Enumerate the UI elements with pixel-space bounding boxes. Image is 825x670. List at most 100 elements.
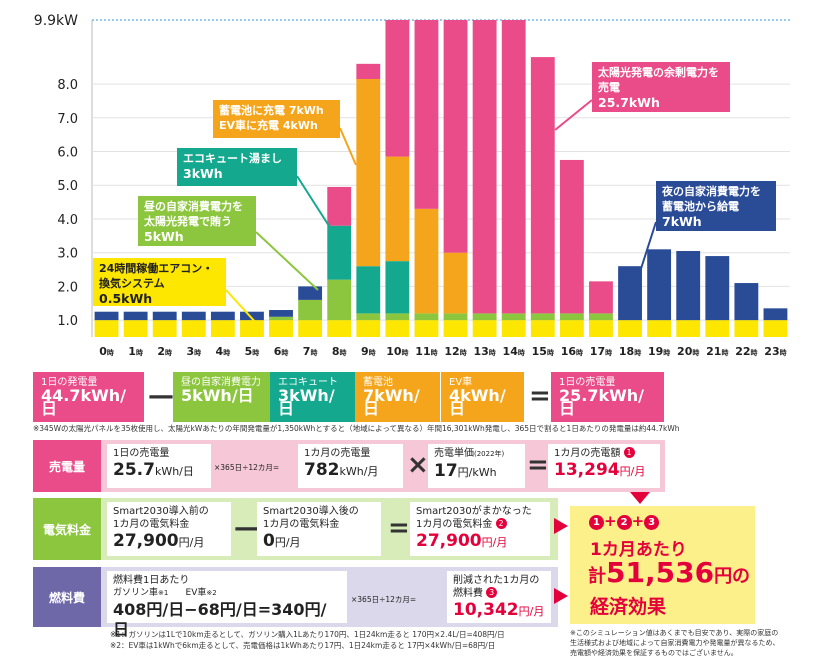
bar-segment <box>298 299 323 321</box>
eq-generation: 1日の発電量 44.7kWh/日 <box>33 372 144 422</box>
bar-segment <box>94 320 119 337</box>
callout-ecocute: エコキュート湯まし 3kWh <box>177 148 297 186</box>
bar-segment <box>414 313 439 321</box>
bar-segment <box>356 266 381 314</box>
bar-segment <box>123 320 148 337</box>
x-tick-label: 2時 <box>157 345 172 358</box>
y-tick-label: 2.0 <box>57 280 78 295</box>
bar-segment <box>559 159 584 314</box>
callout-night: 夜の自家消費電力を 蓄電池から給電 7kWh <box>656 181 776 231</box>
bar-segment <box>327 186 352 226</box>
x-tick-label: 7時 <box>303 345 318 358</box>
x-tick-label: 1時 <box>128 345 143 358</box>
sell-monthly-amount: 1カ月の売電額 1 13,294円/月 <box>548 444 660 488</box>
bar-segment <box>589 281 613 314</box>
eq-ev: EV車 4kWh/日 <box>440 372 524 422</box>
bar-segment <box>443 313 468 321</box>
bar-segment <box>152 320 177 337</box>
bar-segment <box>94 311 119 321</box>
bar-segment <box>385 20 410 157</box>
y-tick-label: 9.9kW <box>34 13 78 29</box>
y-tick-label: 8.0 <box>57 78 78 93</box>
bar-segment <box>443 320 468 337</box>
bar-segment <box>414 320 439 337</box>
x-tick-label: 15時 <box>532 345 554 358</box>
y-tick-label: 1.0 <box>57 314 78 329</box>
eq-battery: 蓄電池 7kWh/日 <box>355 372 440 422</box>
x-tick-label: 5時 <box>245 345 260 358</box>
elec-label: 電気料金 <box>33 498 101 560</box>
elec-covered: Smart2030がまかなった 1カ月の電気料金 2 27,900円/月 <box>410 502 550 556</box>
x-tick-label: 3時 <box>186 345 201 358</box>
sell-times: × <box>407 450 429 480</box>
y-tick-label: 4.0 <box>57 213 78 228</box>
y-tick-label: 3.0 <box>57 247 78 262</box>
x-tick-label: 4時 <box>216 345 231 358</box>
x-tick-label: 22時 <box>735 345 757 358</box>
result-arrows <box>554 518 568 604</box>
bar-segment <box>385 320 410 337</box>
sell-unit-price: 売電単価(2022年) 17円/kWh <box>428 444 525 488</box>
x-tick-label: 20時 <box>677 345 699 358</box>
fuel-note-1: ※1：ガソリンは1Lで10km走るとして、ガソリン購入1Lあたり170円、1日2… <box>110 630 505 639</box>
x-axis-ticks: 0時 1時 2時 3時 4時 5時 6時 7時 8時 9時 10時 11時 12時 13時 14時 15時 16… <box>99 345 786 358</box>
eq-equals: = <box>529 381 551 411</box>
bar-segment <box>530 57 555 314</box>
x-tick-label: 6時 <box>274 345 289 358</box>
bar-segment <box>385 261 410 314</box>
bar-segment <box>414 20 439 209</box>
x-tick-label: 21時 <box>706 345 728 358</box>
x-tick-label: 18時 <box>619 345 641 358</box>
bar-segment <box>414 208 439 314</box>
y-tick-label: 7.0 <box>57 112 78 127</box>
bar-segment <box>356 79 381 267</box>
bar-segment <box>210 311 235 321</box>
fuel-note-2: ※2：EV車は1kWhで6km走るとして、売電価格は1kWhあたり17円、1日2… <box>110 641 496 650</box>
sell-conversion: ×365日÷12カ月= <box>214 463 280 472</box>
bar-segment <box>356 63 381 80</box>
callout-daytime: 昼の自家消費電力を 太陽光発電で賄う 5kWh <box>138 196 256 246</box>
bar-segment <box>501 320 526 337</box>
bar-segment <box>676 251 701 321</box>
bar-segment <box>618 320 642 337</box>
bar-segment <box>647 249 672 321</box>
bar-segment <box>269 320 293 337</box>
bar-segment <box>472 20 497 314</box>
bar-segment <box>269 316 293 321</box>
down-arrow <box>630 492 650 504</box>
bar-segment <box>443 20 468 253</box>
x-tick-label: 10時 <box>386 345 408 358</box>
bar-segment <box>472 320 497 337</box>
bar-segment <box>210 320 235 337</box>
bar-segment <box>530 313 555 321</box>
elec-after: Smart2030導入後の 1カ月の電気料金 0円/月 <box>257 502 381 556</box>
fuel-conversion: ×365日÷12カ月= <box>351 595 417 604</box>
result-formula: 1 +2 +3 <box>589 512 660 530</box>
bar-segment <box>501 313 526 321</box>
bar-segment <box>356 313 381 321</box>
x-tick-label: 16時 <box>561 345 583 358</box>
callout-battery: 蓄電池に充電 7kWh EV車に充電 4kWh <box>213 100 340 138</box>
sell-equals: = <box>527 450 549 480</box>
result-note: ※このシミュレーション値はあくまでも目安であり、実際の家庭の生活様式および地域に… <box>570 629 780 657</box>
equation-note: ※345Wの太陽光パネルを35枚使用し、太陽光kWあたりの年間発電量が1,350… <box>33 424 680 433</box>
bar-segment <box>589 320 613 337</box>
bar-segment <box>152 311 177 321</box>
x-tick-label: 23時 <box>764 345 786 358</box>
y-tick-label: 6.0 <box>57 146 78 161</box>
bar-segment <box>181 311 206 321</box>
y-axis-ticks: 1.0 2.0 3.0 4.0 5.0 6.0 7.0 8.0 9.9kW <box>34 13 78 329</box>
bar-segment <box>298 320 323 337</box>
eq-sold: 1日の売電量 25.7kWh/日 <box>551 372 664 422</box>
bar-segment <box>123 311 148 321</box>
callout-aircon: 24時間稼働エアコン・ 換気システム 0.5kWh <box>93 258 226 306</box>
elec-equals: = <box>388 513 410 543</box>
x-tick-label: 13時 <box>473 345 495 358</box>
bar-segment <box>559 320 584 337</box>
elec-minus: — <box>234 513 260 543</box>
callout-pointers <box>225 99 657 326</box>
bar-segment <box>618 266 642 321</box>
x-tick-label: 9時 <box>361 345 376 358</box>
callout-surplus: 太陽光発電の余剰電力を 売電 25.7kWh <box>592 62 730 112</box>
fuel-reduced: 削減された1カ月の 燃料費 3 10,342円/月 <box>447 571 551 623</box>
